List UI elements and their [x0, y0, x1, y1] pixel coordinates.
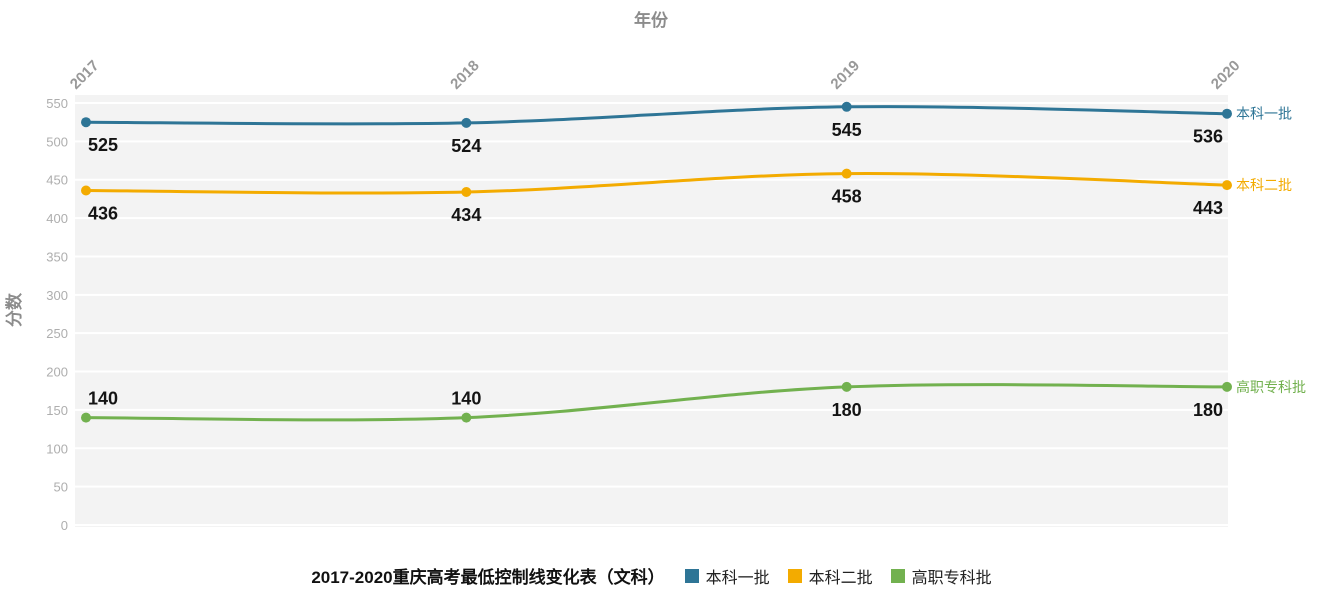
data-label: 140: [88, 389, 118, 409]
data-point: [461, 187, 472, 197]
chart-footer: 2017-2020重庆高考最低控制线变化表（文科） 本科一批 本科二批 高职专科批: [75, 563, 1228, 588]
x-tick-label: 2020: [1208, 57, 1244, 93]
data-point: [1222, 108, 1232, 119]
plot-content: 0 50 100 150 200 250 300 350 400 450 500 550 2017 201…: [46, 57, 1306, 533]
legend-item-2[interactable]: 本科二批: [787, 564, 873, 588]
data-point: [1222, 381, 1232, 392]
series-name-label: 本科二批: [1236, 177, 1292, 193]
data-point: [81, 185, 91, 196]
y-tick-label: 350: [46, 249, 68, 264]
data-label: 436: [88, 204, 118, 224]
series-line: [84, 172, 1229, 195]
legend-swatch: [890, 568, 905, 583]
y-tick-label: 250: [46, 326, 68, 341]
series-line: [84, 105, 1229, 126]
legend-swatch: [684, 568, 699, 583]
y-tick-label: 100: [46, 441, 68, 456]
y-tick-label: 0: [61, 518, 68, 533]
x-tick-label: 2017: [67, 57, 103, 93]
plot-area: [75, 95, 1228, 527]
y-tick-label: 550: [46, 96, 68, 111]
series-name-label: 本科一批: [1236, 106, 1292, 122]
y-tick-label: 400: [46, 211, 68, 226]
x-axis-title: 年份: [634, 10, 669, 30]
legend-label: 高职专科批: [911, 569, 992, 587]
data-point: [841, 168, 852, 179]
data-label: 525: [88, 135, 118, 155]
legend-swatch: [787, 568, 802, 583]
chart-title: 2017-2020重庆高考最低控制线变化表（文科）: [311, 568, 665, 587]
y-axis-title: 分数: [4, 292, 24, 327]
x-tick-label: 2019: [827, 57, 863, 93]
legend: 本科一批 本科二批 高职专科批: [684, 564, 992, 588]
y-tick-label: 50: [54, 480, 68, 495]
data-point: [461, 412, 472, 423]
series-name-label: 高职专科批: [1236, 379, 1306, 395]
data-label: 443: [1193, 198, 1223, 218]
legend-item-1[interactable]: 本科一批: [684, 564, 770, 588]
data-label: 545: [832, 120, 862, 140]
data-point: [81, 117, 91, 128]
data-label: 536: [1193, 127, 1223, 147]
data-label: 434: [451, 205, 481, 225]
data-label: 140: [451, 389, 481, 409]
y-tick-label: 300: [46, 288, 68, 303]
data-point: [1222, 180, 1232, 191]
y-tick-label: 450: [46, 173, 68, 188]
data-point: [841, 101, 852, 112]
x-tick-label: 2018: [447, 57, 483, 93]
y-tick-label: 200: [46, 365, 68, 380]
series-line: [84, 383, 1229, 422]
legend-label: 本科二批: [808, 569, 873, 587]
data-point: [461, 117, 472, 128]
data-point: [841, 381, 852, 392]
data-point: [81, 412, 91, 423]
legend-item-3[interactable]: 高职专科批: [890, 564, 992, 588]
chart-plot: 年份 分数 0 50 100 150 200 250 300 350 400 450 500 550 2…: [4, 10, 1306, 533]
data-label: 524: [451, 136, 481, 156]
legend-label: 本科一批: [705, 569, 770, 587]
data-label: 180: [1193, 400, 1223, 420]
data-label: 458: [832, 187, 862, 207]
data-label: 180: [832, 400, 862, 420]
y-tick-label: 500: [46, 134, 68, 149]
y-tick-label: 150: [46, 403, 68, 418]
